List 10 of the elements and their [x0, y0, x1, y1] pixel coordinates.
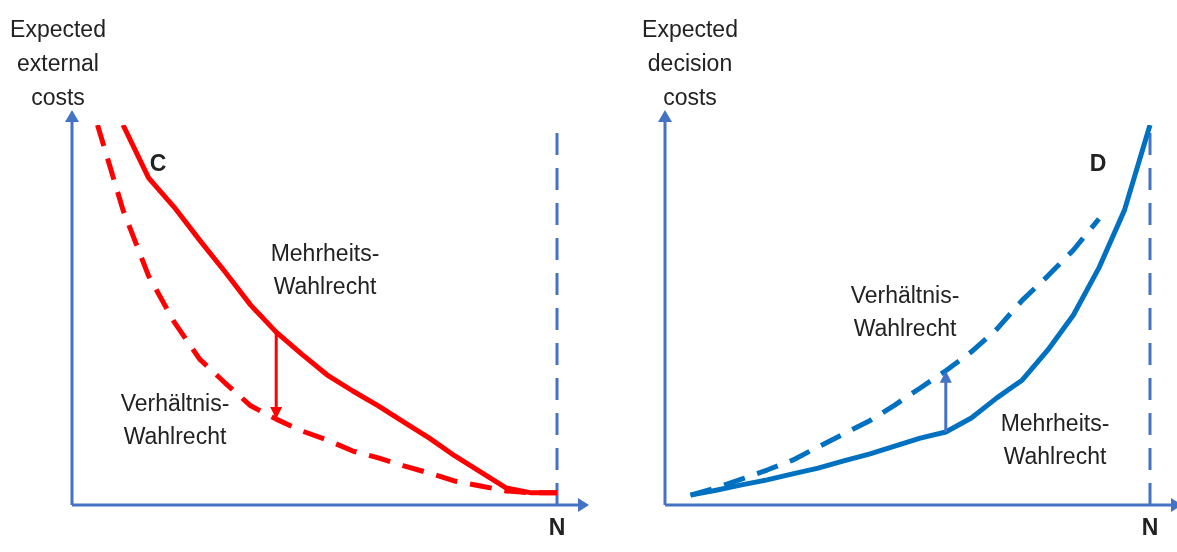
text: N [1141, 514, 1159, 540]
annotation: D [1088, 149, 1108, 178]
legend-label: Verhältnis-Wahlrecht [119, 389, 231, 451]
y-axis-title: Expected decision costs [641, 15, 739, 112]
series-label: Mehrheits-Wahlrecht [999, 409, 1111, 471]
y-axis-title: Expected external costs [9, 15, 107, 112]
series-label: Mehrheits-Wahlrecht [269, 239, 381, 301]
annotation: C [148, 149, 168, 178]
text: N [548, 514, 566, 540]
series-label: Verhältnis-Wahlrecht [849, 281, 961, 343]
